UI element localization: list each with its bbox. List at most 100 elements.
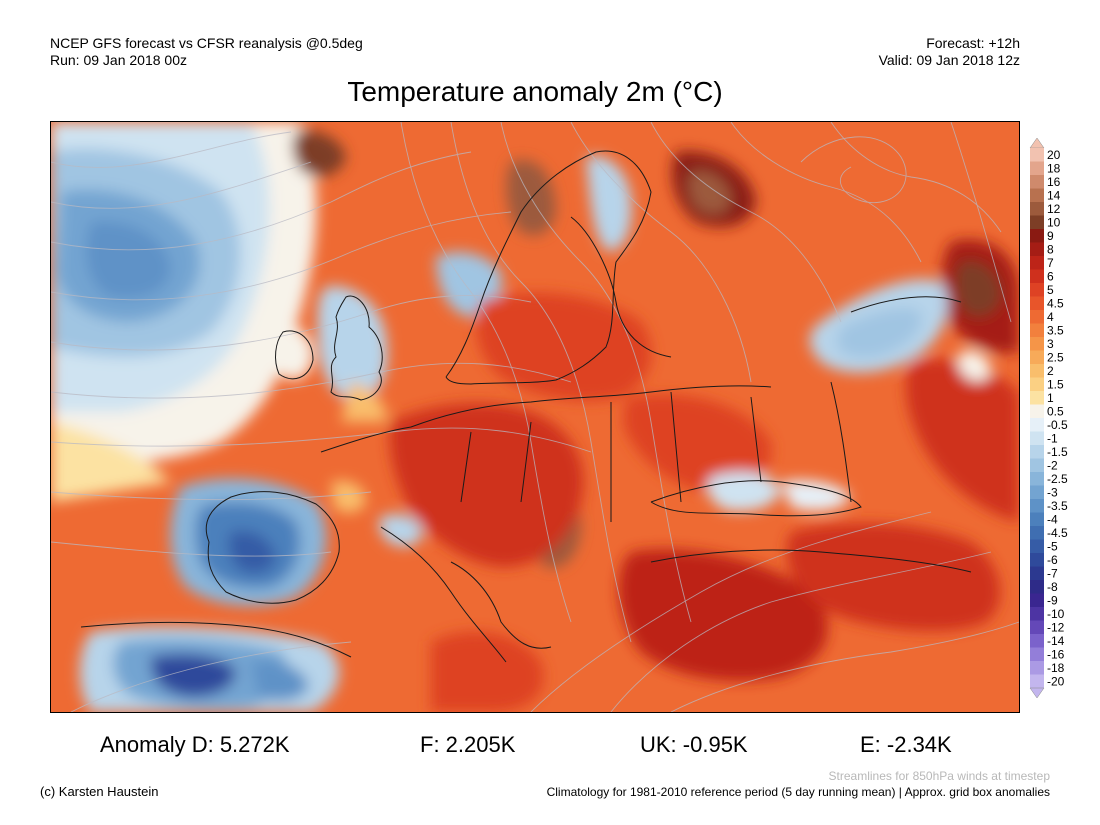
anomaly-uk: UK: -0.95K [640, 732, 748, 757]
legend-label: 10 [1047, 215, 1061, 229]
legend-swatch [1030, 269, 1044, 284]
legend-label: -20 [1047, 674, 1065, 688]
legend-swatch [1030, 526, 1044, 540]
valid-time: Valid: 09 Jan 2018 12z [878, 52, 1020, 68]
legend-swatch [1030, 647, 1044, 662]
legend-swatch [1030, 539, 1044, 554]
legend-label: -0.5 [1047, 418, 1068, 432]
legend-label: -12 [1047, 620, 1065, 634]
run-time: Run: 09 Jan 2018 00z [50, 52, 187, 68]
legend-swatch [1030, 188, 1044, 203]
legend-swatch [1030, 593, 1044, 608]
legend-swatch [1030, 418, 1044, 432]
legend-swatch [1030, 350, 1044, 365]
legend-label: 4.5 [1047, 296, 1064, 310]
legend-label: -9 [1047, 593, 1058, 607]
legend-label: -18 [1047, 661, 1065, 675]
anomaly-france: F: 2.205K [420, 732, 516, 757]
legend-swatch [1030, 310, 1044, 324]
legend-top-arrow [1029, 137, 1045, 149]
legend-label: 7 [1047, 256, 1054, 270]
coastlines [80, 150, 972, 663]
legend-label: -6 [1047, 553, 1058, 567]
streamlines-note: Streamlines for 850hPa winds at timestep [828, 769, 1050, 783]
legend-label: -3 [1047, 485, 1058, 499]
streamlines [51, 122, 1019, 712]
legend-swatch [1030, 337, 1044, 351]
legend-label: 9 [1047, 229, 1054, 243]
legend-label: -1 [1047, 431, 1058, 445]
legend-label: -1.5 [1047, 445, 1068, 459]
legend-swatch [1030, 634, 1044, 648]
legend-label: 20 [1047, 148, 1061, 162]
legend-swatch [1030, 229, 1044, 243]
anomaly-spain: E: -2.34K [860, 732, 952, 757]
legend-swatch [1030, 499, 1044, 513]
legend-swatch [1030, 391, 1044, 405]
legend-swatch [1030, 472, 1044, 486]
legend-label: 6 [1047, 269, 1054, 283]
legend-swatch [1030, 377, 1044, 392]
legend-swatch [1030, 431, 1044, 446]
legend-swatch [1030, 148, 1044, 162]
legend-swatch [1030, 161, 1044, 176]
legend-swatch [1030, 607, 1044, 621]
legend-swatch [1030, 512, 1044, 527]
legend-swatch [1030, 404, 1044, 419]
legend-swatch [1030, 296, 1044, 311]
legend-swatch [1030, 661, 1044, 675]
legend-label: 0.5 [1047, 404, 1064, 418]
legend-label: 5 [1047, 283, 1054, 297]
legend-label: 14 [1047, 188, 1061, 202]
legend-label: 1 [1047, 391, 1054, 405]
legend-label: 4 [1047, 310, 1054, 324]
legend-label: -8 [1047, 580, 1058, 594]
header-left: NCEP GFS forecast vs CFSR reanalysis @0.… [50, 35, 363, 69]
legend-swatch [1030, 485, 1044, 500]
anomaly-map [50, 121, 1020, 713]
credit: (c) Karsten Haustein [40, 784, 159, 799]
legend-label: 1.5 [1047, 377, 1064, 391]
legend-swatch [1030, 256, 1044, 270]
anomaly-field [51, 122, 1019, 712]
legend-swatch [1030, 566, 1044, 581]
legend-swatch [1030, 674, 1044, 689]
forecast-lead: Forecast: +12h [926, 35, 1020, 51]
legend-swatch [1030, 283, 1044, 297]
legend-label: 2 [1047, 364, 1054, 378]
legend-label: -3.5 [1047, 499, 1068, 513]
legend-label: 12 [1047, 202, 1061, 216]
legend-swatch [1030, 202, 1044, 216]
legend-label: 3 [1047, 337, 1054, 351]
legend-label: -2.5 [1047, 472, 1068, 486]
legend-label: -2 [1047, 458, 1058, 472]
climatology-note: Climatology for 1981-2010 reference peri… [546, 785, 1050, 799]
legend-swatch [1030, 445, 1044, 459]
legend-label: 16 [1047, 175, 1061, 189]
legend-label: 18 [1047, 161, 1061, 175]
legend-label: -10 [1047, 607, 1065, 621]
legend-bottom-arrow [1029, 687, 1045, 699]
legend-label: 2.5 [1047, 350, 1064, 364]
legend-swatch [1030, 580, 1044, 594]
legend-swatch [1030, 175, 1044, 189]
legend-swatch [1030, 620, 1044, 635]
legend-label: -4 [1047, 512, 1058, 526]
legend-swatch [1030, 553, 1044, 567]
legend-swatch [1030, 323, 1044, 338]
legend-label: -7 [1047, 566, 1058, 580]
legend-label: -16 [1047, 647, 1065, 661]
legend-label: -4.5 [1047, 526, 1068, 540]
legend-swatch [1030, 364, 1044, 378]
legend-label: -14 [1047, 634, 1065, 648]
map-title: Temperature anomaly 2m (°C) [347, 76, 723, 107]
model-description: NCEP GFS forecast vs CFSR reanalysis @0.… [50, 35, 363, 51]
legend-canvas: 201816141210987654.543.532.521.510.5-0.5… [1029, 137, 1068, 699]
legend-swatch [1030, 242, 1044, 257]
legend-label: -5 [1047, 539, 1058, 553]
header-right: Forecast: +12h Valid: 09 Jan 2018 12z [879, 35, 1020, 69]
legend-swatch [1030, 458, 1044, 473]
map-canvas [51, 122, 1019, 712]
legend-label: 8 [1047, 242, 1054, 256]
anomaly-germany: Anomaly D: 5.272K [100, 732, 290, 757]
